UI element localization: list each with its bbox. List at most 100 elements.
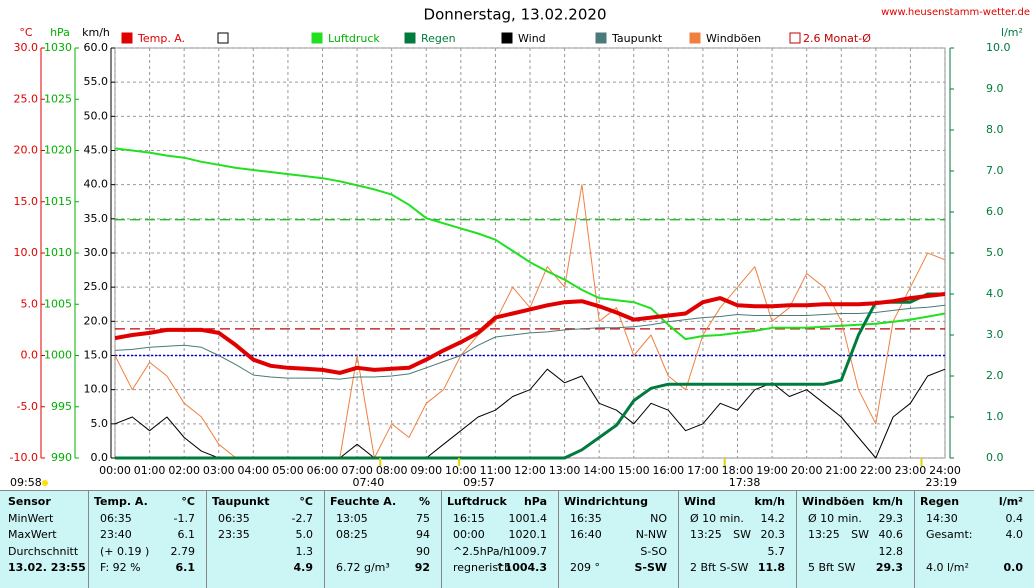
y-tick-label: 1000: [44, 349, 72, 362]
x-tick-label: 02:00: [168, 464, 200, 477]
cell-note: 6.72 g/m³: [336, 561, 390, 574]
cell-note: regnerisch: [453, 561, 512, 574]
series-line: [115, 292, 945, 460]
cell-value: N-NW: [635, 528, 667, 541]
event-label: 09:58: [10, 476, 42, 489]
cell-note: 2 Bft S-SW: [690, 561, 749, 574]
x-tick-label: 13:00: [549, 464, 581, 477]
x-tick-label: 05:00: [272, 464, 304, 477]
cell-value: 6.1: [177, 528, 196, 541]
y-tick-label: 10.0: [986, 41, 1011, 54]
y-tick-label: 4.0: [986, 287, 1004, 300]
cell-note: 16:15: [453, 512, 485, 525]
x-tick-label: 14:00: [583, 464, 615, 477]
y-tick-label: 1020: [44, 144, 72, 157]
cell-value: 75: [416, 512, 430, 525]
cell-value: 12.8: [878, 545, 904, 558]
legend-swatch: [311, 32, 323, 44]
legend-swatch: [217, 32, 229, 44]
y-tick-label: 1010: [44, 246, 72, 259]
cell-value: 11.8: [757, 561, 785, 574]
column-separator: [558, 491, 559, 588]
x-tick-label: 00:00: [99, 464, 131, 477]
y-tick-label: 1025: [44, 92, 72, 105]
x-tick-label: 01:00: [134, 464, 166, 477]
cell-value: -1.7: [173, 512, 195, 525]
row-label: MinWert: [8, 512, 54, 525]
x-tick-label: 16:00: [652, 464, 684, 477]
table-header: Windrichtung: [564, 495, 648, 508]
x-tick-label: 23:00: [895, 464, 927, 477]
x-tick-label: 04:00: [237, 464, 269, 477]
summary-table: Sensor MinWert MaxWert Durchschnitt 13.02. 2…: [0, 490, 1034, 588]
event-label: 17:38: [729, 476, 761, 489]
row-label: 13.02. 23:55: [8, 561, 86, 574]
x-tick-label: 22:00: [860, 464, 892, 477]
cell-value: 0.0: [1003, 561, 1024, 574]
y-tick-label: 20.0: [14, 144, 39, 157]
table-header: Wind: [684, 495, 716, 508]
cell-note: ^2.5hPa/h: [453, 545, 511, 558]
table-unit: %: [418, 495, 430, 508]
cell-value: 5.0: [295, 528, 314, 541]
y-tick-label: 25.0: [84, 280, 109, 293]
y-tick-label: 5.0: [21, 297, 39, 310]
cell-note: 209 °: [570, 561, 600, 574]
series-line: [114, 147, 946, 341]
axis-unit: l/m²: [1001, 26, 1023, 39]
cell-note: Ø 10 min.: [690, 512, 744, 525]
axis-unit: hPa: [50, 26, 70, 39]
cell-value: 1.3: [295, 545, 314, 558]
legend-swatch: [689, 32, 701, 44]
cell-value: 1009.7: [508, 545, 548, 558]
cell-note: Ø 10 min.: [808, 512, 862, 525]
axis-unit: km/h: [82, 26, 110, 39]
cell-note: SW: [851, 528, 869, 541]
cell-note: 13:05: [336, 512, 368, 525]
x-tick-label: 12:00: [514, 464, 546, 477]
legend-label: Temp. A.: [137, 32, 185, 45]
x-tick-label: 15:00: [618, 464, 650, 477]
x-tick-label: 11:00: [480, 464, 512, 477]
cell-value: 1001.4: [508, 512, 548, 525]
y-tick-label: 25.0: [14, 92, 39, 105]
row-label: MaxWert: [8, 528, 57, 541]
column-separator: [324, 491, 325, 588]
cell-note: 13:25: [690, 528, 722, 541]
column-separator: [206, 491, 207, 588]
table-header: Temp. A.: [94, 495, 148, 508]
cell-value: 94: [416, 528, 430, 541]
cell-note: 16:35: [570, 512, 602, 525]
cell-note: 5 Bft SW: [808, 561, 856, 574]
cell-note: 23:40: [100, 528, 132, 541]
y-tick-label: 2.0: [986, 369, 1004, 382]
y-tick-label: 30.0: [14, 41, 39, 54]
y-tick-label: 1015: [44, 195, 72, 208]
y-tick-label: 45.0: [84, 144, 109, 157]
y-tick-label: 1005: [44, 297, 72, 310]
x-tick-label: 09:00: [410, 464, 442, 477]
event-label: 09:57: [463, 476, 495, 489]
x-tick-label: 21:00: [825, 464, 857, 477]
x-tick-label: 17:00: [687, 464, 719, 477]
cell-value: 1020.1: [508, 528, 548, 541]
legend-label: Windböen: [706, 32, 761, 45]
legend-swatch: [789, 32, 801, 44]
cell-note: 23:35: [218, 528, 250, 541]
table-unit: °C: [299, 495, 313, 508]
table-header: Regen: [920, 495, 960, 508]
series-line: [114, 292, 946, 375]
y-tick-label: 1.0: [986, 410, 1004, 423]
y-tick-label: 30.0: [84, 246, 109, 259]
axis-unit: °C: [19, 26, 33, 39]
cell-note: 4.0 l/m²: [926, 561, 969, 574]
column-separator: [796, 491, 797, 588]
x-tick-label: 24:00: [929, 464, 961, 477]
legend-label: 2.6 Monat-Ø: [803, 32, 871, 45]
y-tick-label: 8.0: [986, 123, 1004, 136]
cell-note: 00:00: [453, 528, 485, 541]
cell-note: 14:30: [926, 512, 958, 525]
column-separator: [441, 491, 442, 588]
cell-value: ↑1004.3: [495, 561, 547, 574]
